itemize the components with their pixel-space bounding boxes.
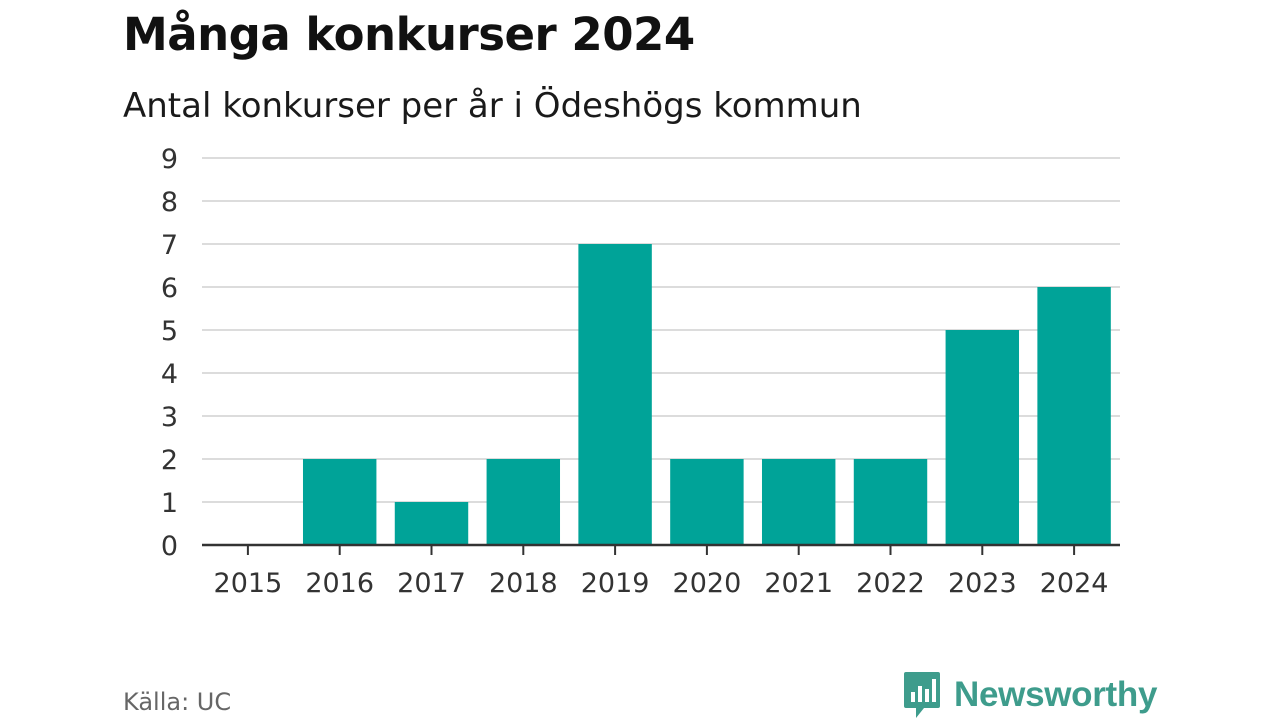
x-tick-label: 2022 [856,568,925,599]
y-tick-label: 4 [161,359,178,390]
y-tick-label: 6 [161,273,178,304]
x-tick-label: 2021 [764,568,833,599]
bar-2024 [1037,287,1111,545]
newsworthy-chart-icon [904,672,940,718]
newsworthy-logo[interactable]: Newsworthy [902,670,1157,720]
source-note: Källa: UC [123,688,232,716]
x-tick-label: 2016 [305,568,374,599]
chart-title: Många konkurser 2024 [123,8,695,61]
bar-2018 [486,459,561,545]
y-tick-label: 1 [161,488,178,519]
bar-2023 [945,330,1020,545]
chart-subtitle: Antal konkurser per år i Ödeshögs kommun [123,86,862,126]
bar-2019 [578,244,652,545]
y-tick-label: 8 [161,187,178,218]
y-tick-label: 0 [161,531,178,562]
y-tick-label: 7 [161,230,178,261]
x-tick-label: 2019 [581,568,650,599]
x-tick-label: 2015 [214,568,283,599]
bar-2017 [394,502,469,545]
bars [302,244,1111,545]
y-tick-label: 5 [161,316,178,347]
brand-name: Newsworthy [954,675,1158,714]
bar-2021 [761,459,836,545]
y-tick-label: 2 [161,445,178,476]
x-axis: 2015 2016 2017 2018 2019 2020 2021 2022 2023 2024 [202,543,1120,599]
y-tick-label: 9 [161,144,178,175]
bar-2020 [670,459,744,545]
bar-2022 [853,459,928,545]
x-tick-label: 2020 [673,568,742,599]
x-tick-label: 2017 [397,568,466,599]
y-axis-ticks: 0 1 2 3 4 5 6 7 8 9 [161,144,178,562]
x-tick-label: 2018 [489,568,558,599]
x-tick-label: 2024 [1040,568,1109,599]
bar-2016 [302,459,377,545]
x-tick-label: 2023 [948,568,1017,599]
y-tick-label: 3 [161,402,178,433]
